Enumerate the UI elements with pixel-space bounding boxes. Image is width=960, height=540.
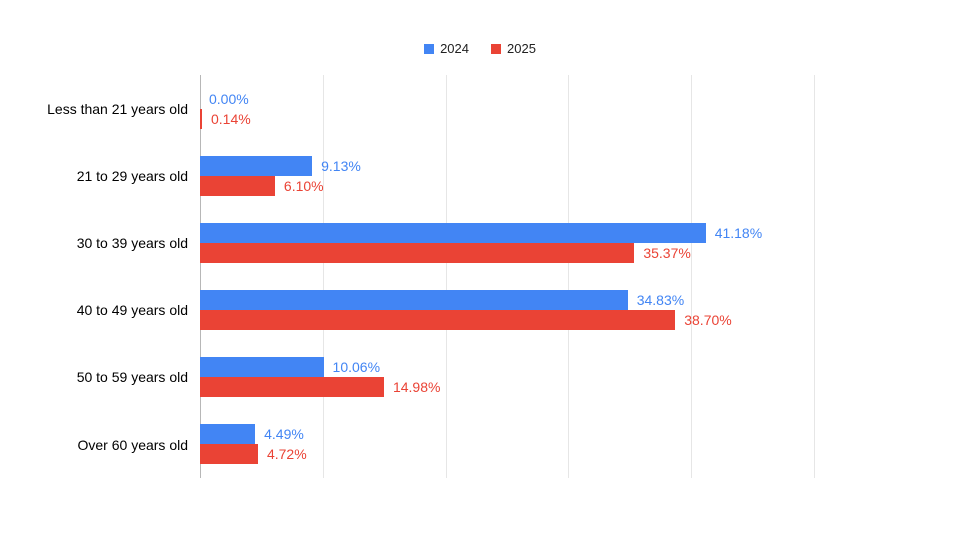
category-label: Less than 21 years old [47, 100, 188, 117]
value-label: 10.06% [332, 359, 381, 376]
bar-2025[interactable] [200, 377, 384, 398]
bar-2024[interactable] [200, 424, 256, 445]
category-label: 50 to 59 years old [76, 369, 188, 386]
gridline-10pct [322, 75, 324, 478]
bar-group: 9.13% 6.10% [200, 142, 814, 209]
bar-track: 10.06% [200, 357, 814, 378]
value-label: 9.13% [321, 157, 361, 174]
bar-2025[interactable] [200, 175, 275, 196]
category-axis: Less than 21 years old 21 to 29 years old… [0, 75, 200, 478]
bar-track: 38.70% [200, 310, 814, 331]
bar-track: 9.13% [200, 155, 814, 176]
bar-2024[interactable] [200, 290, 628, 311]
bar-track: 0.00% [200, 89, 814, 109]
bar-track: 14.98% [200, 377, 814, 398]
bar-2025[interactable] [200, 310, 676, 331]
bar-group: 34.83% 38.70% [200, 277, 814, 344]
gridline-20pct [445, 75, 447, 478]
bar-group: 0.00% 0.14% [200, 75, 814, 142]
bar-2024[interactable] [200, 222, 706, 243]
bar-track: 4.72% [200, 444, 814, 465]
value-label: 35.37% [643, 244, 691, 261]
bar-2025[interactable] [200, 444, 258, 465]
category-label: Over 60 years old [77, 436, 189, 453]
value-label: 38.70% [684, 312, 732, 329]
bar-track: 4.49% [200, 424, 814, 445]
bar-group: 41.18% 35.37% [200, 209, 814, 276]
legend-swatch-icon [424, 43, 435, 54]
value-label: 34.83% [636, 292, 685, 309]
y-axis-baseline [200, 75, 201, 478]
bar-track: 41.18% [200, 222, 814, 243]
legend-swatch-icon [491, 43, 501, 54]
value-label: 4.72% [266, 446, 307, 463]
value-label: 6.10% [283, 177, 324, 194]
chart-legend: 2024 2025 [0, 41, 960, 56]
value-label: 0.14% [211, 110, 251, 127]
gridline-50pct [814, 75, 815, 478]
bar-track: 0.14% [200, 108, 814, 129]
plot-area: 0.00% 0.14% 9.13% 6.10% 41.18% 35.37% 34.83% 38… [200, 75, 815, 478]
category-label: 30 to 39 years old [76, 234, 188, 251]
category-label: 21 to 29 years old [76, 167, 188, 184]
bar-track: 35.37% [200, 242, 814, 263]
bar-group: 4.49% 4.72% [200, 411, 814, 478]
value-label: 41.18% [714, 224, 763, 241]
category-label: 40 to 49 years old [76, 302, 188, 319]
bar-2025[interactable] [200, 108, 202, 129]
gridline-30pct [568, 75, 570, 478]
value-label: 0.00% [209, 90, 249, 107]
gridline-40pct [691, 75, 693, 478]
bar-rows: 0.00% 0.14% 9.13% 6.10% 41.18% 35.37% 34.83% 38… [200, 75, 814, 478]
legend-item-2025[interactable]: 2025 [491, 41, 536, 56]
bar-chart: Less than 21 years old 21 to 29 years old… [0, 75, 815, 478]
bar-2025[interactable] [200, 242, 635, 263]
bar-group: 10.06% 14.98% [200, 344, 814, 411]
bar-track: 6.10% [200, 175, 814, 196]
bar-track: 34.83% [200, 290, 814, 311]
value-label: 14.98% [392, 379, 441, 396]
legend-label: 2025 [507, 41, 536, 56]
value-label: 4.49% [264, 426, 304, 443]
bar-2024[interactable] [200, 357, 324, 378]
bar-2024[interactable] [200, 155, 313, 176]
legend-item-2024[interactable]: 2024 [424, 41, 469, 56]
legend-label: 2024 [440, 41, 469, 56]
